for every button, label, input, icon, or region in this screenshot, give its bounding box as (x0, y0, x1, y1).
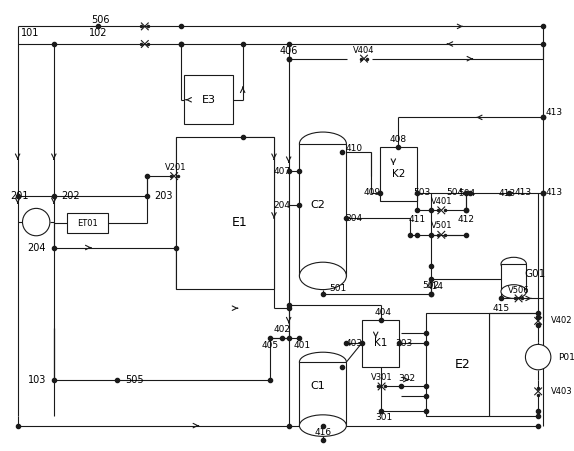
Text: 404: 404 (374, 308, 391, 317)
Text: K1: K1 (374, 338, 387, 349)
Text: 403: 403 (346, 339, 363, 348)
Bar (300, 144, 346, 276)
Text: 204: 204 (273, 201, 290, 210)
Text: 302: 302 (398, 374, 416, 383)
Text: 415: 415 (492, 304, 510, 313)
Text: V401: V401 (430, 197, 452, 206)
Text: 413: 413 (515, 188, 532, 197)
Text: 502: 502 (422, 281, 439, 290)
Ellipse shape (300, 132, 346, 156)
Text: 504: 504 (447, 188, 464, 197)
Text: 410: 410 (346, 144, 363, 153)
Ellipse shape (300, 415, 346, 437)
Text: E1: E1 (232, 216, 247, 229)
Bar (426, 313, 489, 416)
Text: C2: C2 (311, 200, 325, 211)
Text: K2: K2 (391, 169, 405, 179)
Text: P01: P01 (558, 353, 574, 362)
Text: 304: 304 (346, 214, 363, 223)
Text: 103: 103 (28, 375, 46, 385)
Text: 503: 503 (413, 188, 430, 197)
Text: 506: 506 (91, 14, 110, 24)
Bar (300, 230, 346, 259)
Text: 402: 402 (273, 325, 290, 334)
Bar (67, 213, 108, 233)
Text: 413: 413 (498, 189, 515, 198)
Text: C1: C1 (311, 382, 325, 391)
Text: 416: 416 (315, 428, 331, 437)
Text: P01: P01 (530, 353, 546, 362)
Bar (184, 75, 233, 124)
Text: 414: 414 (427, 282, 444, 291)
Text: G01: G01 (525, 269, 546, 279)
Bar (176, 137, 274, 289)
Text: V402: V402 (551, 317, 572, 326)
Text: V201: V201 (165, 163, 187, 172)
Circle shape (525, 345, 551, 370)
Text: 204: 204 (28, 243, 46, 253)
Text: 501: 501 (329, 284, 346, 293)
Text: 101: 101 (21, 28, 39, 38)
Text: 202: 202 (61, 191, 80, 201)
Text: V403: V403 (551, 387, 572, 396)
Bar (300, 406, 346, 426)
Ellipse shape (300, 352, 346, 372)
Text: ET01: ET01 (77, 219, 98, 228)
Text: 303: 303 (395, 339, 413, 348)
Text: 406: 406 (280, 46, 298, 56)
Ellipse shape (300, 262, 346, 290)
Text: Z01: Z01 (28, 217, 44, 226)
Text: 407: 407 (273, 167, 290, 176)
Text: 301: 301 (375, 413, 392, 422)
Text: V404: V404 (353, 46, 375, 55)
Bar (362, 320, 399, 367)
Bar (501, 264, 526, 291)
Text: 102: 102 (88, 28, 107, 38)
Text: 405: 405 (262, 341, 278, 350)
Ellipse shape (501, 285, 526, 299)
Text: 412: 412 (457, 215, 474, 224)
Text: 203: 203 (154, 191, 173, 201)
Text: E2: E2 (455, 358, 470, 371)
Circle shape (22, 208, 50, 236)
Bar (379, 147, 417, 201)
Text: V501: V501 (430, 221, 452, 230)
Text: 413: 413 (546, 108, 563, 117)
Text: 413: 413 (546, 188, 563, 197)
Ellipse shape (501, 258, 526, 271)
Text: V301: V301 (371, 373, 393, 382)
Text: 504: 504 (458, 189, 475, 198)
Text: V506: V506 (508, 286, 529, 295)
Text: 505: 505 (125, 375, 144, 385)
Text: 409: 409 (363, 188, 381, 197)
Text: 401: 401 (294, 341, 311, 350)
Text: 411: 411 (408, 215, 425, 224)
Text: 201: 201 (10, 191, 28, 201)
Text: 408: 408 (390, 135, 407, 144)
Text: E3: E3 (201, 95, 215, 105)
Bar (300, 362, 346, 426)
